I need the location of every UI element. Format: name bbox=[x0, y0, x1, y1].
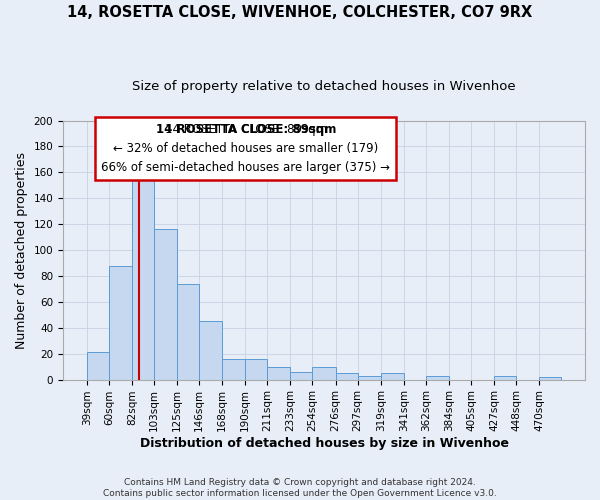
Bar bbox=[268, 366, 290, 380]
X-axis label: Distribution of detached houses by size in Wivenhoe: Distribution of detached houses by size … bbox=[140, 437, 509, 450]
Bar bbox=[109, 266, 132, 380]
Bar bbox=[177, 284, 199, 380]
Bar bbox=[199, 322, 222, 380]
Bar bbox=[313, 366, 335, 380]
Text: Contains HM Land Registry data © Crown copyright and database right 2024.
Contai: Contains HM Land Registry data © Crown c… bbox=[103, 478, 497, 498]
Bar bbox=[154, 230, 177, 380]
Bar bbox=[290, 372, 313, 380]
Bar bbox=[132, 162, 154, 380]
Bar bbox=[87, 352, 109, 380]
Text: 14 ROSETTA CLOSE: 89sqm
← 32% of detached houses are smaller (179)
66% of semi-d: 14 ROSETTA CLOSE: 89sqm ← 32% of detache… bbox=[101, 123, 390, 174]
Bar bbox=[539, 377, 561, 380]
Bar bbox=[426, 376, 449, 380]
Bar bbox=[358, 376, 381, 380]
Title: Size of property relative to detached houses in Wivenhoe: Size of property relative to detached ho… bbox=[132, 80, 516, 93]
Text: 14 ROSETTA CLOSE: 89sqm: 14 ROSETTA CLOSE: 89sqm bbox=[155, 123, 336, 174]
Bar bbox=[381, 373, 404, 380]
Bar bbox=[245, 359, 268, 380]
Bar bbox=[222, 359, 245, 380]
Bar bbox=[494, 376, 516, 380]
Y-axis label: Number of detached properties: Number of detached properties bbox=[15, 152, 28, 348]
Bar bbox=[335, 373, 358, 380]
Text: 14, ROSETTA CLOSE, WIVENHOE, COLCHESTER, CO7 9RX: 14, ROSETTA CLOSE, WIVENHOE, COLCHESTER,… bbox=[67, 5, 533, 20]
